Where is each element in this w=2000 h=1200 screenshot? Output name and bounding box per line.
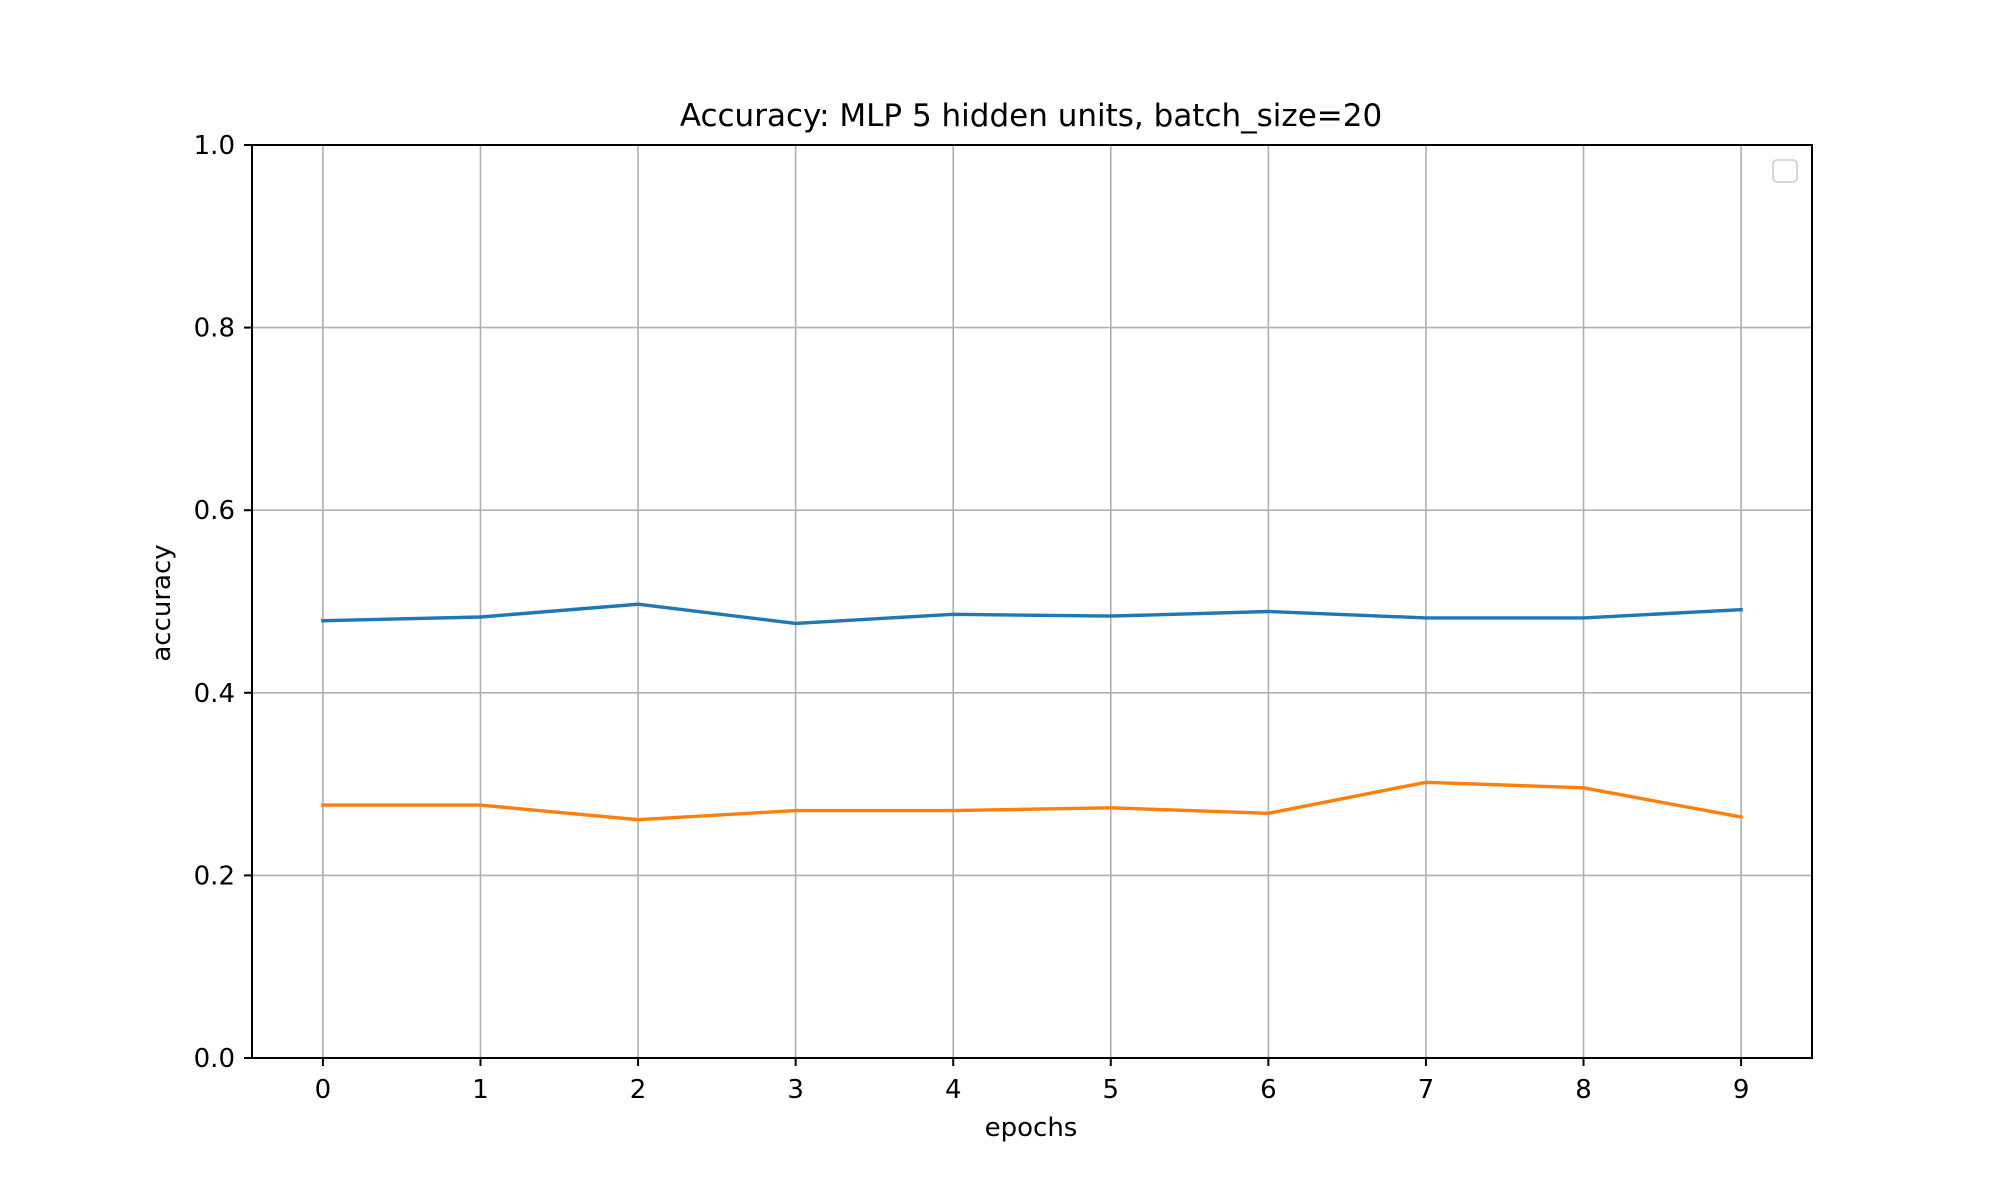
legend (1772, 159, 1798, 183)
x-tick-label: 3 (787, 1075, 804, 1105)
y-tick-label: 0.8 (194, 314, 235, 344)
x-tick-label: 2 (630, 1075, 647, 1105)
plot-area-frame (251, 144, 1813, 1059)
x-axis-label: epochs (985, 1113, 1078, 1143)
y-tick-label: 0.6 (194, 496, 235, 526)
y-tick-label: 0.0 (194, 1044, 235, 1074)
y-tick-label: 1.0 (194, 131, 235, 161)
series-line-2 (321, 780, 1744, 822)
x-tick-label: 0 (315, 1075, 332, 1105)
y-axis-ticks: 0.0 0.2 0.4 0.6 0.8 1.0 (194, 131, 252, 1074)
data-series (321, 602, 1744, 822)
x-tick-label: 4 (945, 1075, 962, 1105)
x-tick-label: 5 (1103, 1075, 1120, 1105)
x-tick-label: 8 (1575, 1075, 1592, 1105)
x-axis-ticks: 0 1 2 3 4 5 6 7 8 9 (315, 1058, 1750, 1105)
x-tick-label: 7 (1418, 1075, 1435, 1105)
grid-lines (252, 144, 1812, 1059)
y-tick-label: 0.4 (194, 679, 235, 709)
x-tick-label: 9 (1733, 1075, 1750, 1105)
x-tick-label: 6 (1260, 1075, 1277, 1105)
chart-title: Accuracy: MLP 5 hidden units, batch_size… (680, 98, 1382, 134)
y-tick-label: 0.2 (194, 861, 235, 891)
x-tick-label: 1 (472, 1075, 489, 1105)
y-axis-label: accuracy (147, 544, 177, 661)
series-line-1 (321, 602, 1743, 626)
